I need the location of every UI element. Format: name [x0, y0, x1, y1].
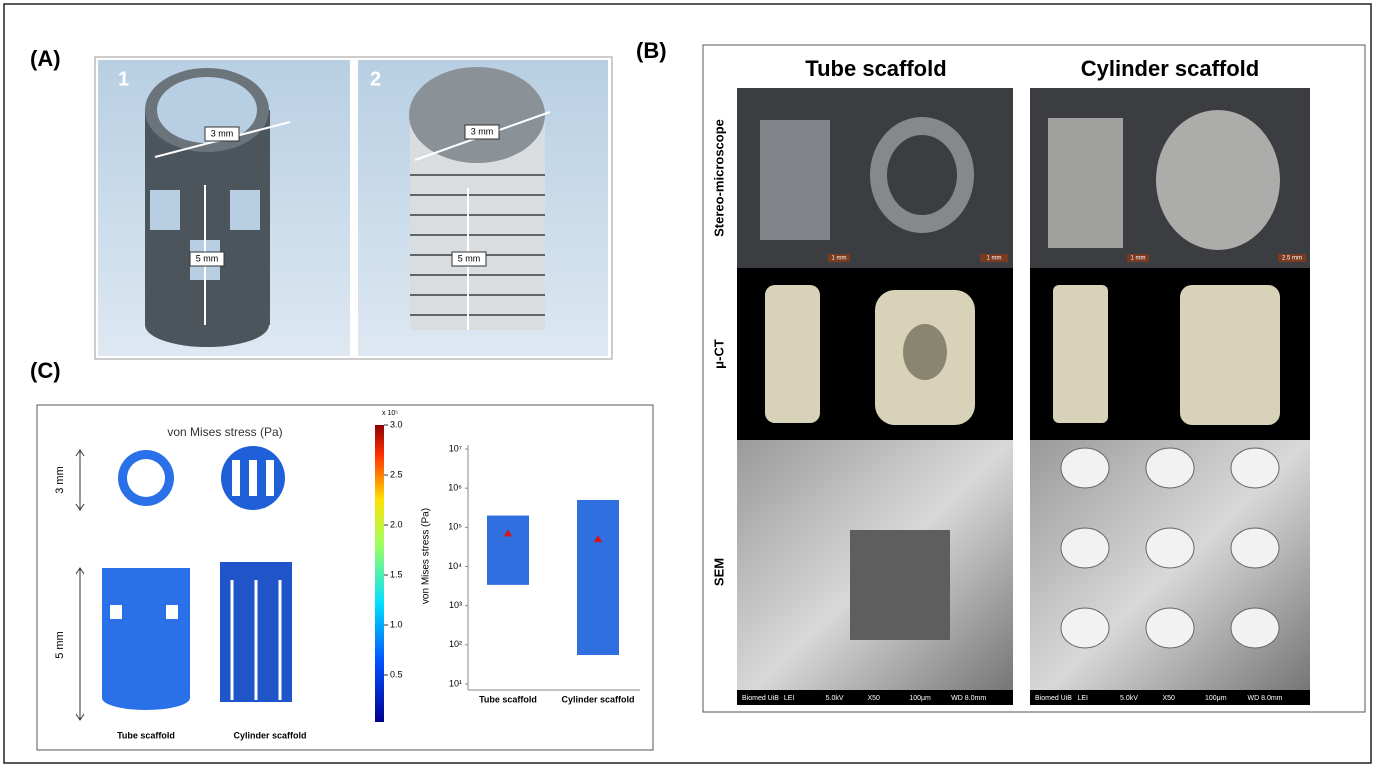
image-number: 1 — [118, 68, 129, 90]
cad-image: 1 3 mm 5 mm — [98, 60, 350, 356]
y-tick-label: 10³ — [449, 600, 462, 610]
sem-footer-text: WD 8.0mm — [1248, 695, 1283, 702]
colorbar-tick-label: 3.0 — [390, 419, 403, 429]
colorbar-tick-label: 1.0 — [390, 619, 403, 629]
scale-bar-label: 1 mm — [832, 256, 847, 262]
y-axis-label: von Mises stress (Pa) — [421, 508, 432, 604]
size-label: 5 mm — [54, 631, 66, 659]
sem-footer-text: WD 8.0mm — [951, 695, 986, 702]
x-tick-label: Cylinder scaffold — [561, 694, 634, 704]
row-title: μ-CT — [711, 339, 726, 369]
sem-footer-text: X50 — [868, 695, 881, 702]
y-tick-label: 10⁷ — [449, 443, 462, 453]
sem-footer-text: 100μm — [1205, 695, 1227, 702]
y-tick-label: 10¹ — [449, 678, 462, 688]
sem-footer-text: X50 — [1163, 695, 1176, 702]
y-tick-label: 10⁵ — [448, 522, 462, 532]
sem-footer-text: 5.0kV — [1120, 695, 1138, 702]
row-title: Stereo-microscope — [711, 119, 726, 237]
x-tick-label: Tube scaffold — [479, 694, 537, 704]
dimension-label: 3 mm — [471, 126, 494, 136]
y-tick-label: 10² — [449, 639, 462, 649]
sem-footer-text: LEI — [784, 695, 795, 702]
dimension-label: 5 mm — [196, 253, 219, 263]
colorbar-tick-label: 2.0 — [390, 519, 403, 529]
dimension-label: 3 mm — [211, 128, 234, 138]
y-tick-label: 10⁴ — [448, 561, 462, 571]
colorbar-multiplier: x 10⁵ — [382, 410, 398, 417]
sem-footer-text: 5.0kV — [826, 695, 844, 702]
colorbar-tick-label: 2.5 — [390, 469, 403, 479]
y-tick-label: 10⁶ — [448, 483, 462, 493]
column-title: Cylinder scaffold — [1081, 56, 1259, 81]
sem-footer-text: 100μm — [909, 695, 931, 702]
scale-bar-label: 1 mm — [1131, 256, 1146, 262]
image-number: 2 — [370, 68, 381, 90]
range-bar — [487, 516, 529, 585]
scale-bar-label: 2.5 mm — [1282, 256, 1302, 262]
colorbar-tick-label: 0.5 — [390, 669, 403, 679]
model-label: Cylinder scaffold — [233, 730, 306, 740]
dimension-label: 5 mm — [458, 253, 481, 263]
panel-label: (C) — [30, 358, 61, 383]
sem-footer-text: Biomed UiB — [742, 695, 779, 702]
sem-footer-text: LEI — [1078, 695, 1089, 702]
size-label: 3 mm — [54, 466, 66, 494]
fea-title: von Mises stress (Pa) — [167, 425, 282, 439]
sem-footer-text: Biomed UiB — [1035, 695, 1072, 702]
column-title: Tube scaffold — [805, 56, 946, 81]
panel-label: (B) — [636, 38, 667, 63]
cad-image: 2 3 mm 5 mm — [358, 60, 608, 356]
row-title: SEM — [711, 558, 726, 586]
scale-bar-label: 1 mm — [987, 256, 1002, 262]
range-bar — [577, 500, 619, 655]
colorbar-tick-label: 1.5 — [390, 569, 403, 579]
panel-label: (A) — [30, 46, 61, 71]
figure: (A) 1 3 mm 5 mm 2 3 mm 5 mm (B) — [0, 0, 1375, 767]
model-label: Tube scaffold — [117, 730, 175, 740]
